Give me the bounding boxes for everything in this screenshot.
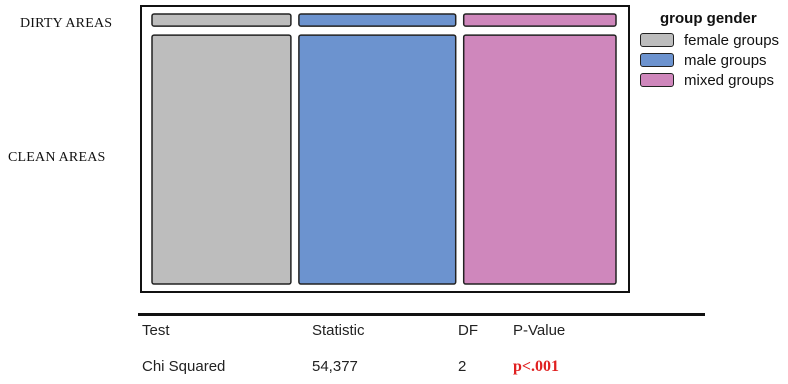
tile-dirty-male bbox=[298, 13, 457, 27]
legend-swatch-female bbox=[640, 33, 674, 47]
legend-label-female: female groups bbox=[684, 31, 780, 49]
cell-df: 2 bbox=[458, 358, 467, 375]
cell-p-value: p<.001 bbox=[513, 358, 560, 375]
header-p-value: P-Value bbox=[513, 322, 566, 339]
tile-clean-female bbox=[151, 34, 292, 285]
legend: group gender female groups male groups m… bbox=[640, 10, 779, 90]
legend-item-male: male groups bbox=[640, 50, 779, 70]
legend-swatch-male bbox=[640, 53, 674, 67]
legend-label-male: male groups bbox=[684, 51, 767, 69]
cell-test: Chi Squared bbox=[142, 358, 226, 375]
row-label-dirty: DIRTY AREAS bbox=[20, 16, 113, 31]
cell-statistic: 54,377 bbox=[312, 358, 358, 375]
table-header-row: Test Statistic DF P-Value bbox=[138, 316, 705, 342]
row-label-clean: CLEAN AREAS bbox=[8, 150, 106, 165]
legend-swatch-mixed bbox=[640, 73, 674, 87]
header-df: DF bbox=[458, 322, 478, 339]
tile-dirty-mixed bbox=[462, 13, 617, 27]
legend-item-female: female groups bbox=[640, 30, 779, 50]
header-test: Test bbox=[142, 322, 170, 339]
tile-dirty-female bbox=[151, 13, 292, 27]
table-top-rule bbox=[138, 313, 705, 316]
legend-title: group gender bbox=[660, 10, 757, 27]
table-row: Chi Squared 54,377 2 p<.001 bbox=[138, 352, 705, 378]
tile-clean-mixed bbox=[462, 34, 617, 285]
tile-clean-male bbox=[298, 34, 457, 285]
legend-label-mixed: mixed groups bbox=[684, 71, 775, 89]
header-statistic: Statistic bbox=[312, 322, 365, 339]
legend-item-mixed: mixed groups bbox=[640, 70, 779, 90]
mosaic-tiles bbox=[151, 13, 617, 285]
stats-table: Test Statistic DF P-Value Chi Squared 54… bbox=[138, 313, 705, 378]
